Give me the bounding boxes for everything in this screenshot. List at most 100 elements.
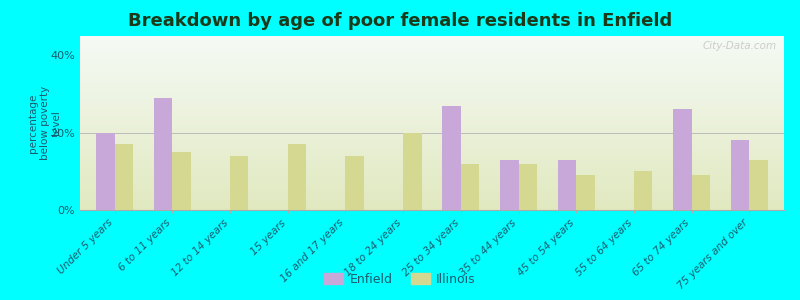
Bar: [80, 149, 784, 151]
Bar: [80, 180, 784, 182]
Text: Breakdown by age of poor female residents in Enfield: Breakdown by age of poor female resident…: [128, 12, 672, 30]
Bar: [750, 160, 768, 210]
Bar: [80, 92, 784, 93]
Bar: [461, 164, 479, 210]
Bar: [80, 182, 784, 184]
Bar: [172, 152, 190, 210]
Bar: [80, 189, 784, 191]
Y-axis label: percentage
below poverty
level: percentage below poverty level: [28, 86, 62, 160]
Bar: [80, 123, 784, 125]
Bar: [80, 170, 784, 172]
Bar: [80, 177, 784, 179]
Bar: [80, 93, 784, 95]
Bar: [80, 74, 784, 76]
Bar: [80, 161, 784, 163]
Bar: [500, 160, 518, 210]
Legend: Enfield, Illinois: Enfield, Illinois: [319, 268, 481, 291]
Bar: [80, 102, 784, 104]
Bar: [80, 142, 784, 144]
Bar: [80, 45, 784, 46]
Bar: [80, 151, 784, 153]
Text: City-Data.com: City-Data.com: [703, 41, 777, 51]
Bar: [80, 158, 784, 160]
Bar: [80, 100, 784, 102]
Bar: [80, 130, 784, 132]
Bar: [518, 164, 537, 210]
Bar: [80, 203, 784, 205]
Bar: [80, 71, 784, 73]
Bar: [80, 73, 784, 74]
Bar: [80, 200, 784, 201]
Bar: [80, 196, 784, 198]
Bar: [80, 184, 784, 186]
Bar: [80, 95, 784, 97]
Bar: [80, 125, 784, 127]
Bar: [634, 171, 653, 210]
Bar: [80, 193, 784, 194]
Bar: [80, 57, 784, 58]
Bar: [80, 119, 784, 121]
Bar: [114, 144, 133, 210]
Bar: [80, 205, 784, 206]
Bar: [80, 62, 784, 64]
Bar: [80, 76, 784, 78]
Bar: [80, 134, 784, 135]
Bar: [80, 154, 784, 156]
Bar: [80, 194, 784, 196]
Bar: [80, 60, 784, 62]
Bar: [80, 128, 784, 130]
Bar: [80, 137, 784, 139]
Bar: [80, 109, 784, 111]
Bar: [80, 36, 784, 38]
Bar: [80, 90, 784, 92]
Bar: [80, 53, 784, 55]
Bar: [80, 85, 784, 86]
Bar: [80, 80, 784, 81]
Bar: [80, 127, 784, 128]
Bar: [80, 186, 784, 188]
Bar: [80, 46, 784, 48]
Bar: [80, 40, 784, 41]
Bar: [80, 191, 784, 193]
Bar: [80, 132, 784, 134]
Bar: [80, 58, 784, 60]
Bar: [80, 99, 784, 100]
Bar: [80, 163, 784, 165]
Bar: [80, 116, 784, 118]
Bar: [96, 133, 114, 210]
Bar: [80, 118, 784, 119]
Bar: [80, 38, 784, 40]
Bar: [80, 52, 784, 53]
Bar: [80, 160, 784, 161]
Bar: [80, 66, 784, 67]
Bar: [80, 135, 784, 137]
Bar: [80, 140, 784, 142]
Bar: [80, 41, 784, 43]
Bar: [80, 146, 784, 147]
Bar: [80, 111, 784, 112]
Bar: [80, 50, 784, 52]
Bar: [80, 88, 784, 90]
Bar: [80, 69, 784, 71]
Bar: [80, 43, 784, 45]
Bar: [731, 140, 750, 210]
Bar: [80, 168, 784, 170]
Bar: [80, 64, 784, 66]
Bar: [80, 107, 784, 109]
Bar: [80, 206, 784, 208]
Bar: [80, 104, 784, 106]
Bar: [674, 110, 692, 210]
Bar: [80, 167, 784, 168]
Bar: [80, 48, 784, 50]
Bar: [230, 156, 249, 210]
Bar: [80, 201, 784, 203]
Bar: [80, 173, 784, 175]
Bar: [80, 86, 784, 88]
Bar: [80, 83, 784, 85]
Bar: [80, 147, 784, 149]
Bar: [288, 144, 306, 210]
Bar: [80, 67, 784, 69]
Bar: [80, 179, 784, 180]
Bar: [80, 165, 784, 167]
Bar: [692, 175, 710, 210]
